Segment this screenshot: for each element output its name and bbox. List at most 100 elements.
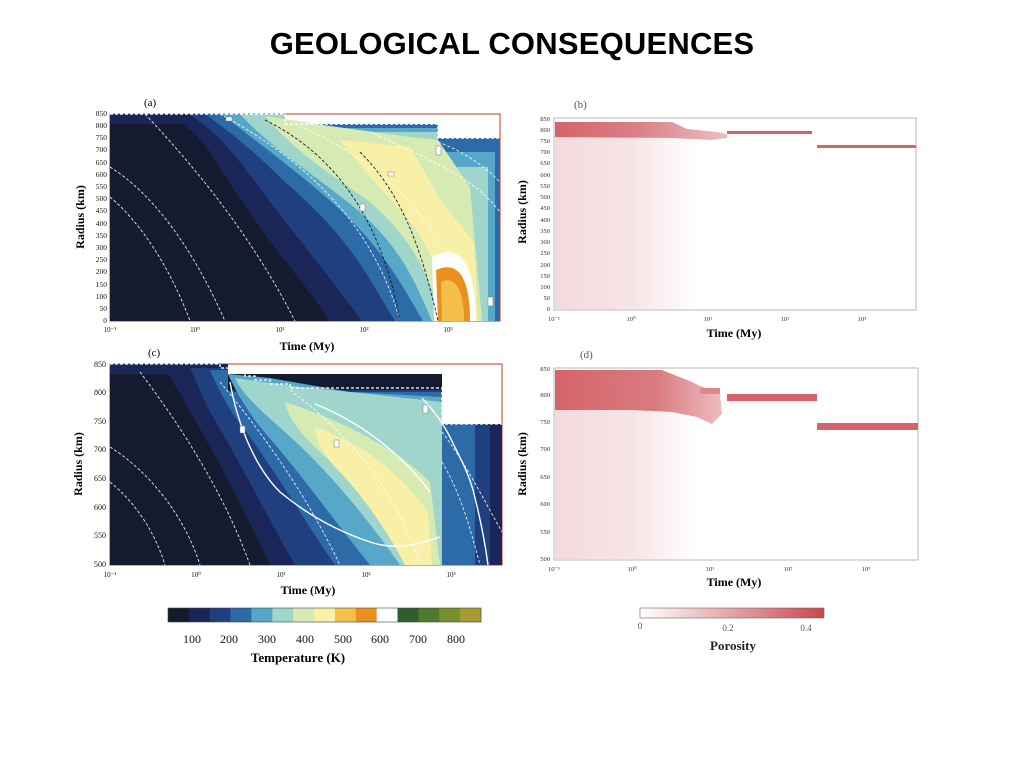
colorbar-tick-label: 0.4 bbox=[800, 623, 812, 633]
colorbar-tick-label: 700 bbox=[409, 632, 427, 646]
y-tick-label: 400 bbox=[540, 217, 550, 224]
y-tick-label: 650 bbox=[540, 160, 550, 167]
x-tick-labels-a: 10⁻¹ 10⁰ 10¹ 10² 10³ bbox=[104, 326, 453, 334]
y-tick-label: 700 bbox=[540, 149, 550, 156]
y-tick-label: 350 bbox=[96, 231, 108, 240]
colorbar-tick-label: 300 bbox=[258, 632, 276, 646]
y-tick-label: 100 bbox=[96, 292, 108, 301]
x-tick-label: 10⁰ bbox=[626, 315, 636, 323]
y-tick-label: 500 bbox=[96, 194, 108, 203]
porosity-field-b bbox=[555, 122, 916, 309]
y-tick-label: 550 bbox=[94, 531, 106, 540]
x-tick-label: 10² bbox=[784, 566, 793, 573]
x-tick-label: 10³ bbox=[443, 326, 452, 334]
y-tick-label: 250 bbox=[96, 255, 108, 264]
x-tick-label: 10⁻¹ bbox=[548, 566, 560, 573]
y-tick-label: 850 bbox=[540, 116, 550, 123]
y-tick-labels-a: 0 50 100 150 200 250 300 350 400 450 500… bbox=[96, 109, 108, 325]
y-tick-label: 850 bbox=[94, 360, 106, 369]
y-tick-label: 800 bbox=[96, 121, 108, 130]
colorbar-swatch bbox=[272, 608, 294, 622]
y-tick-label: 100 bbox=[540, 284, 550, 291]
y-tick-label: 350 bbox=[540, 228, 550, 235]
colorbar-swatch bbox=[439, 608, 461, 622]
chart-panel-b: (b) 0 50 100 150 200 250 300 350 400 450… bbox=[515, 99, 917, 340]
y-tick-label: 300 bbox=[540, 239, 550, 246]
colorbar-swatch bbox=[293, 608, 315, 622]
colorbar-swatch bbox=[397, 608, 419, 622]
y-tick-label: 650 bbox=[96, 158, 108, 167]
colorbar-swatch bbox=[188, 608, 211, 622]
x-tick-label: 10³ bbox=[858, 316, 867, 323]
colorbar-swatch bbox=[251, 608, 273, 622]
x-tick-label: 10⁻¹ bbox=[104, 326, 117, 334]
temperature-field-c bbox=[110, 364, 502, 565]
panel-label-c: (c) bbox=[148, 347, 161, 359]
y-tick-label: 50 bbox=[100, 304, 108, 313]
y-tick-label: 750 bbox=[96, 133, 108, 142]
x-tick-label: 10³ bbox=[862, 566, 871, 573]
colorbar-swatch bbox=[230, 608, 252, 622]
y-tick-label: 450 bbox=[540, 205, 550, 212]
panel-label-a: (a) bbox=[144, 97, 157, 109]
x-tick-label: 10⁰ bbox=[190, 326, 200, 334]
porosity-colorbar: 0 0.2 0.4 Porosity bbox=[638, 607, 825, 653]
x-tick-labels-b: 10⁻¹ 10⁰ 10¹ 10² 10³ bbox=[548, 315, 866, 323]
colorbar-tick-label: 200 bbox=[220, 632, 238, 646]
y-tick-label: 200 bbox=[96, 267, 108, 276]
y-tick-label: 50 bbox=[544, 295, 551, 302]
temperature-field-a bbox=[110, 114, 500, 321]
y-tick-label: 750 bbox=[94, 417, 106, 426]
colorbar-tick-label: 600 bbox=[371, 632, 389, 646]
x-tick-labels-c: 10⁻¹ 10⁰ 10¹ 10² 10³ bbox=[104, 571, 456, 579]
colorbar-swatch bbox=[418, 608, 440, 622]
y-tick-label: 600 bbox=[540, 501, 550, 508]
colorbar-tick-label: 500 bbox=[334, 632, 352, 646]
x-tick-label: 10⁰ bbox=[191, 571, 201, 579]
x-tick-label: 10² bbox=[359, 326, 368, 334]
x-axis-title-b: Time (My) bbox=[707, 326, 762, 340]
x-tick-label: 10⁻¹ bbox=[104, 571, 117, 579]
y-tick-label: 800 bbox=[94, 388, 106, 397]
y-tick-label: 550 bbox=[540, 183, 550, 190]
x-tick-label: 10¹ bbox=[275, 326, 284, 334]
y-tick-label: 650 bbox=[540, 474, 550, 481]
porosity-colorbar-gradient bbox=[639, 607, 825, 619]
colorbar-tick-label: 100 bbox=[183, 632, 201, 646]
y-tick-labels-c: 500 550 600 650 700 750 800 850 bbox=[94, 360, 106, 569]
temperature-colorbar-ticks: 100 200 300 400 500 600 700 800 bbox=[183, 632, 465, 646]
x-axis-title-d: Time (My) bbox=[707, 575, 762, 589]
colorbar-tick-label: 0.2 bbox=[722, 623, 733, 633]
panel-label-b: (b) bbox=[574, 99, 587, 111]
y-tick-label: 300 bbox=[96, 243, 108, 252]
y-tick-label: 700 bbox=[96, 145, 108, 154]
x-tick-label: 10¹ bbox=[276, 571, 285, 579]
y-tick-labels-d: 500 550 600 650 700 750 800 850 bbox=[540, 366, 550, 563]
colorbar-swatch bbox=[334, 608, 357, 622]
x-axis-title-c: Time (My) bbox=[281, 583, 336, 597]
y-tick-label: 500 bbox=[540, 556, 550, 563]
porosity-colorbar-label: Porosity bbox=[710, 638, 756, 653]
colorbar-tick-label: 0 bbox=[638, 621, 643, 631]
y-tick-label: 550 bbox=[96, 182, 108, 191]
x-axis-title-a: Time (My) bbox=[280, 339, 335, 353]
y-tick-label: 600 bbox=[96, 170, 108, 179]
y-tick-label: 800 bbox=[540, 392, 550, 399]
colorbar-swatch bbox=[314, 608, 336, 622]
y-tick-label: 250 bbox=[540, 250, 550, 257]
colorbar-tick-label: 800 bbox=[447, 632, 465, 646]
y-tick-label: 550 bbox=[540, 529, 550, 536]
temperature-colorbar-swatches bbox=[168, 608, 482, 622]
y-tick-label: 450 bbox=[96, 206, 108, 215]
x-tick-label: 10² bbox=[361, 571, 370, 579]
surface-line-c bbox=[110, 363, 502, 425]
y-tick-label: 700 bbox=[94, 445, 106, 454]
y-tick-label: 850 bbox=[96, 109, 108, 118]
y-tick-label: 0 bbox=[103, 316, 107, 325]
y-tick-label: 600 bbox=[94, 503, 106, 512]
y-tick-label: 150 bbox=[96, 280, 108, 289]
colorbar-swatch bbox=[376, 608, 398, 622]
y-axis-title-c: Radius (km) bbox=[71, 432, 85, 496]
y-tick-label: 700 bbox=[540, 446, 550, 453]
x-tick-label: 10¹ bbox=[706, 566, 715, 573]
